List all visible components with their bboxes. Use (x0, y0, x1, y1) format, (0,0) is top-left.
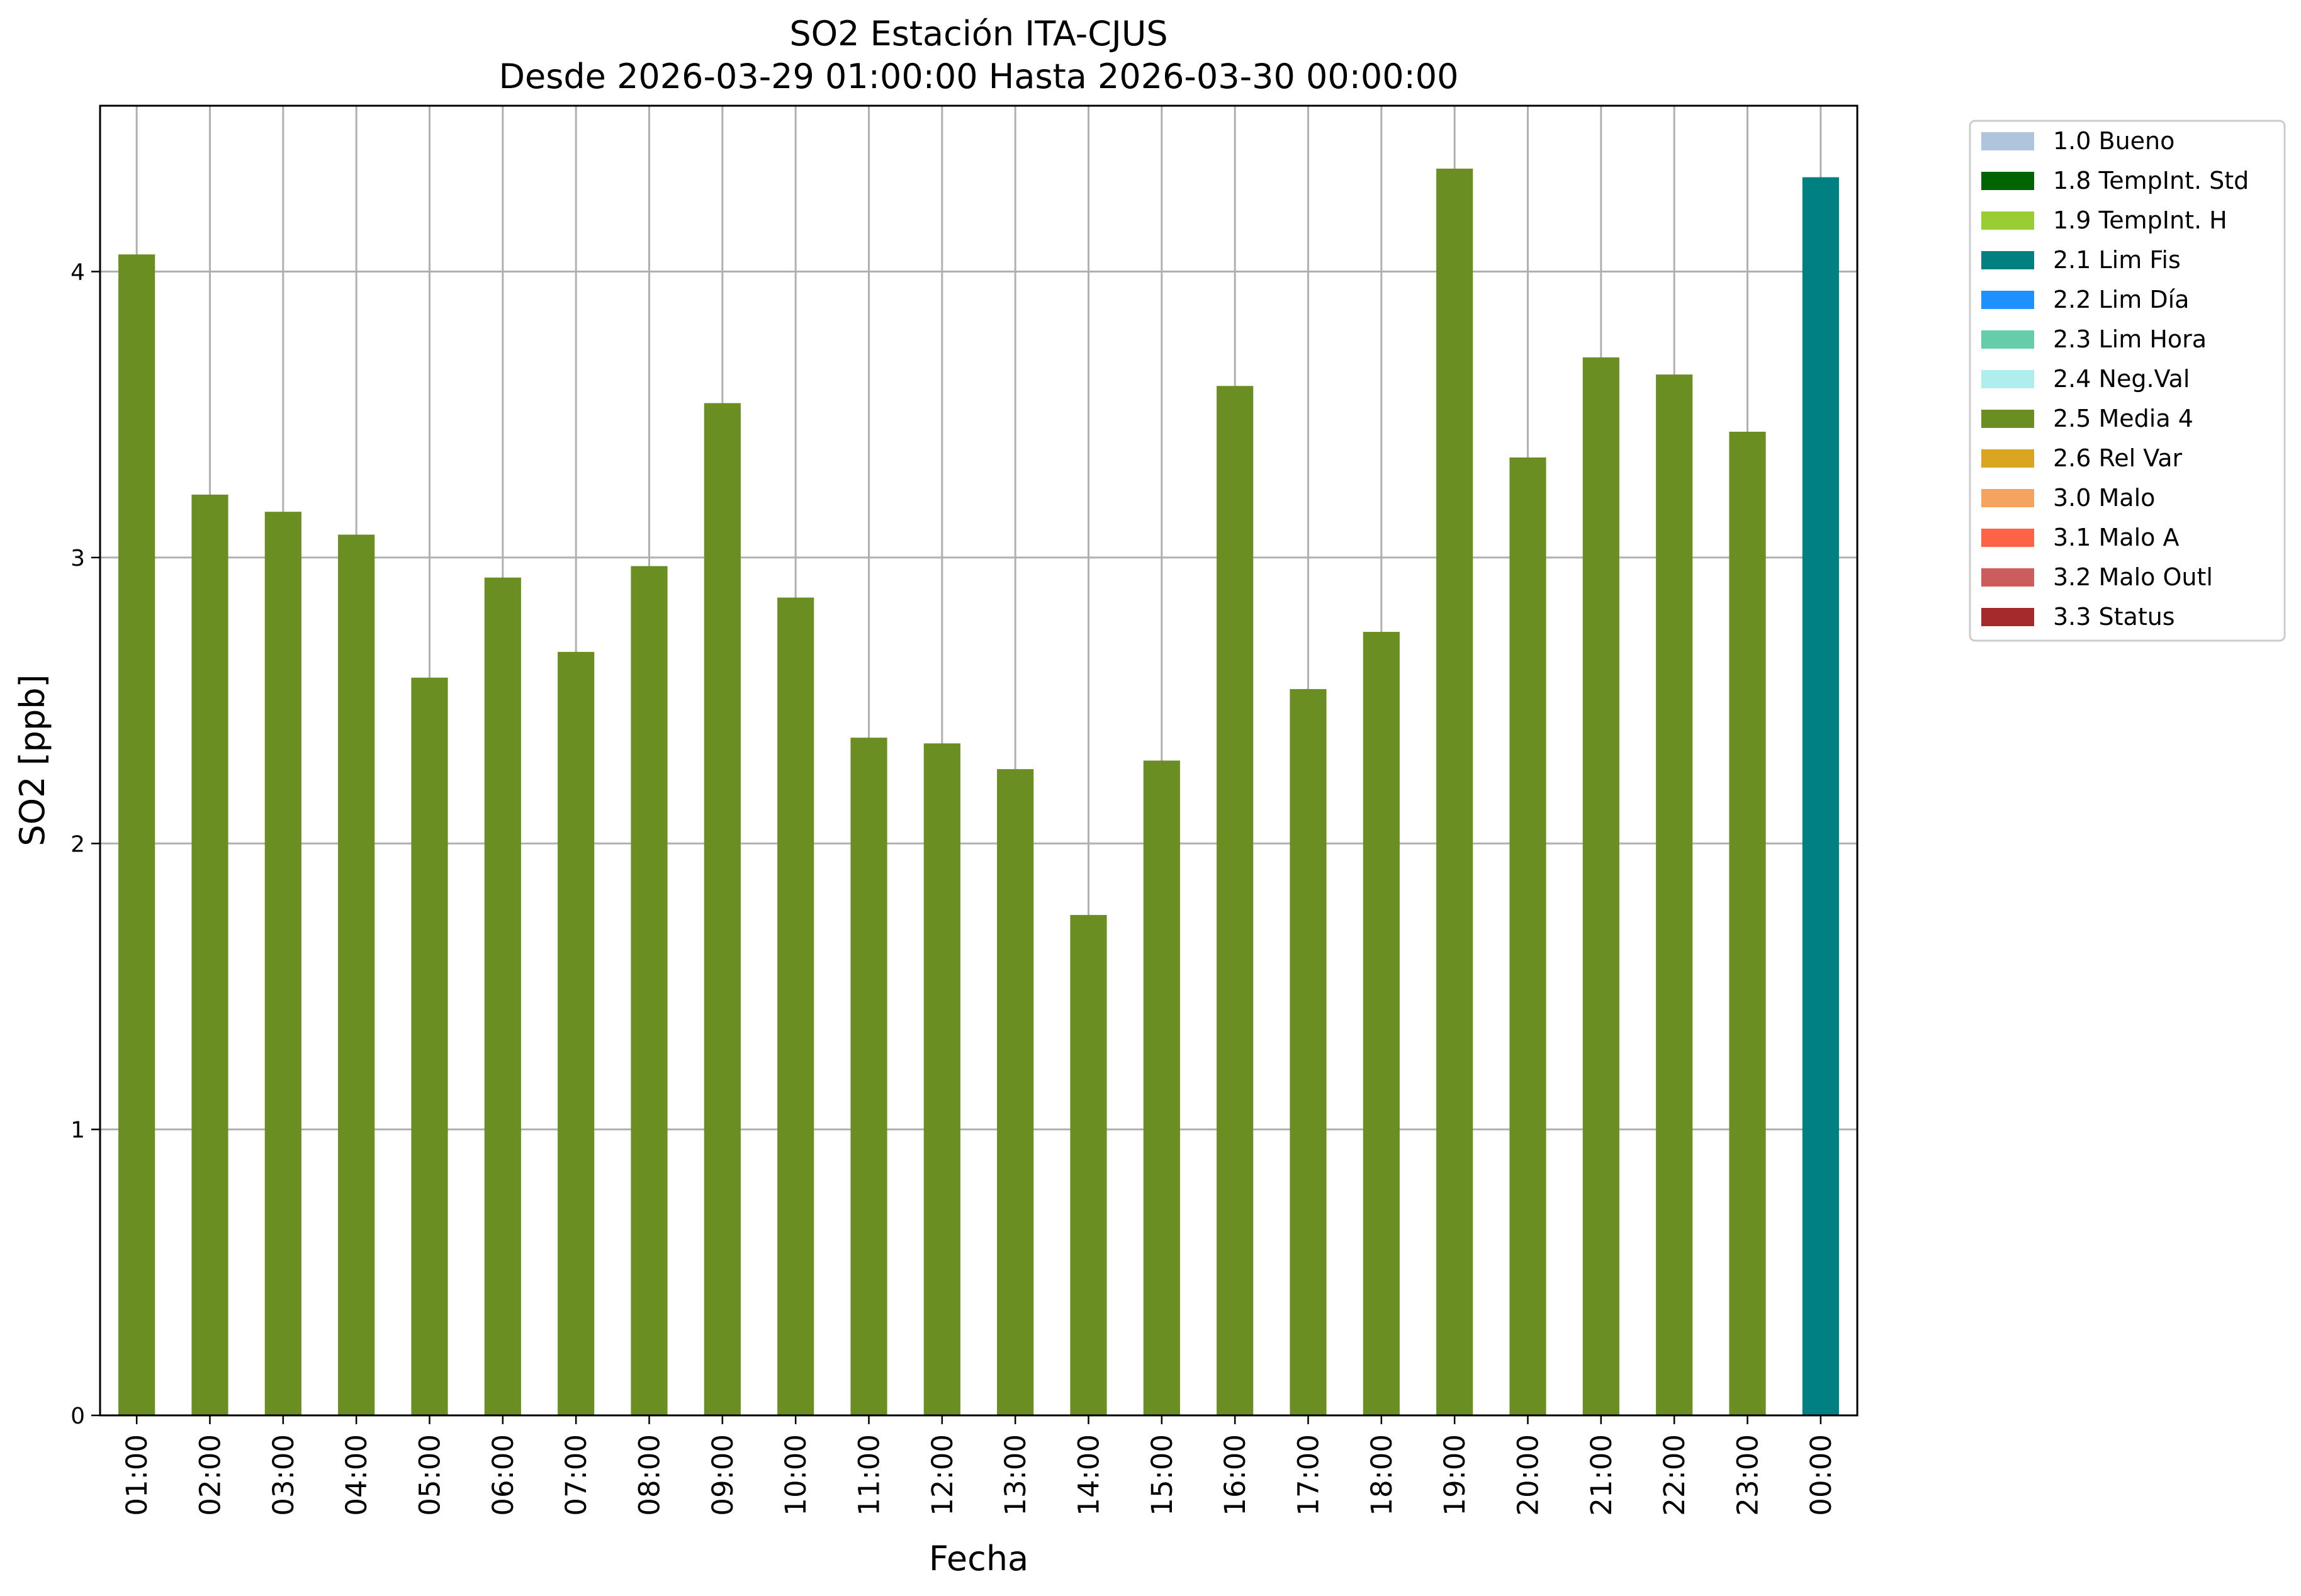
x-tick-label: 22:00 (1658, 1434, 1691, 1516)
y-tick-label: 1 (70, 1118, 85, 1144)
x-tick-label: 18:00 (1365, 1434, 1398, 1516)
bar-0100 (118, 254, 155, 1415)
y-tick-label: 2 (70, 831, 85, 857)
legend-swatch (1981, 568, 2034, 587)
bar-2000 (1509, 457, 1546, 1416)
chart-title-line2: Desde 2026-03-29 01:00:00 Hasta 2026-03-… (498, 57, 1458, 96)
legend-swatch (1981, 291, 2034, 309)
x-tick-label: 20:00 (1512, 1434, 1545, 1516)
x-tick-label: 01:00 (120, 1434, 154, 1516)
x-tick-label: 04:00 (340, 1434, 373, 1516)
bar-0800 (631, 566, 668, 1416)
legend-label: 1.9 TempInt. H (2053, 206, 2227, 234)
x-tick-label: 07:00 (560, 1434, 593, 1516)
legend-label: 3.0 Malo (2053, 484, 2155, 512)
legend-swatch (1981, 449, 2034, 468)
legend-swatch (1981, 330, 2034, 349)
x-tick-label: 15:00 (1145, 1434, 1179, 1516)
legend-swatch (1981, 529, 2034, 547)
x-tick-label: 16:00 (1218, 1434, 1252, 1516)
legend-label: 1.8 TempInt. Std (2053, 167, 2249, 194)
bar-0900 (704, 403, 741, 1415)
legend-label: 2.6 Rel Var (2053, 444, 2183, 472)
legend-label: 2.1 Lim Fis (2053, 246, 2181, 274)
legend-label: 2.4 Neg.Val (2053, 365, 2190, 393)
x-tick-label: 02:00 (194, 1434, 227, 1516)
x-tick-label: 23:00 (1731, 1434, 1765, 1516)
x-tick-label: 08:00 (633, 1434, 667, 1516)
x-tick-label: 13:00 (999, 1434, 1032, 1516)
legend-swatch (1981, 410, 2034, 428)
bar-0400 (338, 534, 375, 1415)
legend-swatch (1981, 370, 2034, 388)
x-axis-label: Fecha (929, 1539, 1028, 1578)
y-tick-label: 3 (70, 546, 85, 571)
y-tick-label: 0 (70, 1403, 85, 1429)
legend-swatch (1981, 132, 2034, 150)
bar-1900 (1436, 168, 1473, 1415)
legend-swatch (1981, 608, 2034, 626)
legend-swatch (1981, 251, 2034, 269)
plot-frame (99, 104, 1859, 1417)
y-tick-label: 4 (70, 260, 85, 286)
y-axis: 0 1 2 3 4 (70, 260, 100, 1429)
legend-swatch (1981, 172, 2034, 190)
x-tick-label: 09:00 (706, 1434, 740, 1516)
bar-1700 (1290, 688, 1327, 1415)
legend-frame (1969, 120, 2286, 642)
legend-label: 2.3 Lim Hora (2053, 325, 2207, 353)
legend-swatch (1981, 489, 2034, 507)
x-tick-label: 21:00 (1585, 1434, 1618, 1516)
bar-1600 (1217, 386, 1254, 1415)
x-tick-label: 19:00 (1438, 1434, 1471, 1516)
x-tick-label: 17:00 (1292, 1434, 1325, 1516)
bar-0600 (484, 577, 521, 1415)
bar-1800 (1363, 632, 1400, 1415)
legend-label: 2.2 Lim Día (2053, 286, 2189, 313)
x-tick-label: 14:00 (1072, 1434, 1106, 1516)
x-tick-label: 11:00 (853, 1434, 886, 1516)
bar-0300 (264, 512, 301, 1415)
bar-1500 (1143, 760, 1180, 1415)
legend: 1.0 Bueno 1.8 TempInt. Std 1.9 TempInt. H 2… (1969, 120, 2286, 642)
y-axis-label: SO2 [ppb] (13, 674, 52, 846)
legend-label: 1.0 Bueno (2053, 127, 2174, 155)
x-tick-label: 00:00 (1804, 1434, 1838, 1516)
bar-2300 (1729, 431, 1766, 1415)
x-axis: 01:00 02:00 03:00 04:00 05:00 06:00 07:00 08:00… (120, 1415, 1838, 1516)
bar-1300 (997, 769, 1034, 1415)
x-tick-label: 12:00 (926, 1434, 959, 1516)
bar-1100 (850, 738, 887, 1415)
bar-1200 (923, 743, 960, 1415)
bar-0700 (558, 651, 595, 1415)
legend-label: 3.2 Malo Outl (2053, 563, 2213, 591)
bars (118, 168, 1839, 1416)
x-tick-label: 10:00 (779, 1434, 813, 1516)
bar-2200 (1656, 374, 1693, 1416)
bar-0500 (411, 677, 448, 1415)
legend-label: 3.1 Malo A (2053, 524, 2179, 551)
legend-swatch (1981, 211, 2034, 230)
legend-label: 3.3 Status (2053, 603, 2175, 631)
bar-1000 (777, 597, 814, 1415)
bar-2100 (1582, 357, 1619, 1415)
x-tick-label: 03:00 (267, 1434, 300, 1516)
x-tick-label: 06:00 (487, 1434, 520, 1516)
x-tick-label: 05:00 (414, 1434, 447, 1516)
chart-title-line1: SO2 Estación ITA-CJUS (789, 14, 1167, 53)
bar-0000 (1802, 177, 1839, 1416)
bar-0200 (191, 494, 228, 1415)
bar-1400 (1070, 914, 1107, 1415)
legend-label: 2.5 Media 4 (2053, 405, 2193, 432)
